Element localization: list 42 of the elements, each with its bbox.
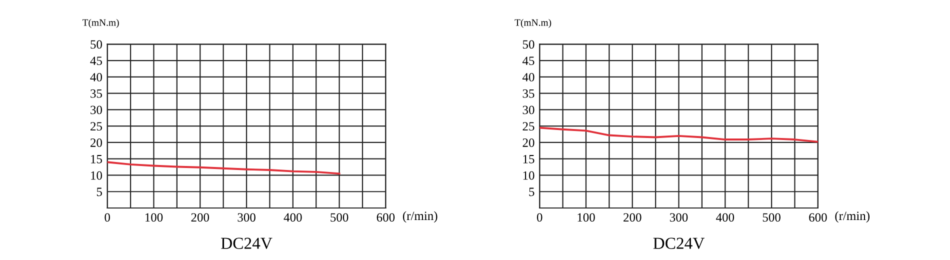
y-tick-label: 15 — [91, 154, 102, 164]
y-tick-label: 15 — [523, 154, 534, 164]
x-tick-label: 400 — [716, 213, 734, 222]
y-tick-label: 45 — [90, 56, 102, 66]
y-tick-label: 10 — [523, 171, 534, 180]
y-tick-label: 50 — [90, 40, 102, 49]
y-tick-label: 35 — [522, 89, 534, 98]
y-axis-title: T(mN.m) — [514, 19, 552, 28]
y-tick-label: 40 — [90, 72, 102, 82]
x-tick-label: 100 — [578, 213, 595, 222]
line-series — [540, 126, 818, 143]
x-tick-label: 600 — [376, 213, 395, 222]
x-axis-title: (r/min) — [835, 211, 870, 223]
y-tick-label: 20 — [522, 138, 534, 147]
text: DC24V — [221, 238, 272, 250]
y-tick-label: 50 — [522, 40, 534, 49]
x-tick-label: 0 — [536, 213, 542, 222]
x-tick-label: 500 — [330, 213, 348, 222]
line-series — [107, 161, 340, 175]
y-tick-label: 40 — [522, 72, 534, 82]
x-tick-label: 300 — [670, 213, 688, 222]
x-tick-label: 200 — [191, 213, 210, 222]
y-tick-label: 25 — [90, 122, 102, 131]
x-tick-label: 500 — [762, 213, 780, 222]
x-tick-label: 600 — [809, 213, 827, 222]
x-tick-label: 100 — [145, 213, 163, 222]
y-tick-label: 5 — [96, 188, 102, 196]
y-axis-title: T(mN.m) — [82, 19, 119, 28]
y-tick-label: 10 — [91, 171, 102, 180]
x-tick-label: 0 — [104, 213, 110, 222]
x-tick-label: 400 — [284, 213, 302, 222]
y-tick-label: 30 — [522, 106, 534, 114]
y-tick-label: 30 — [90, 106, 102, 114]
text: DC24V — [653, 238, 705, 250]
y-tick-label: 20 — [90, 138, 102, 147]
y-tick-label: 5 — [529, 188, 534, 196]
x-tick-label: 300 — [238, 213, 256, 222]
y-tick-label: 35 — [90, 89, 102, 98]
x-tick-label: 200 — [624, 213, 642, 222]
y-tick-label: 45 — [522, 56, 534, 66]
x-axis-title: (r/min) — [402, 211, 438, 223]
y-tick-label: 25 — [522, 122, 534, 131]
